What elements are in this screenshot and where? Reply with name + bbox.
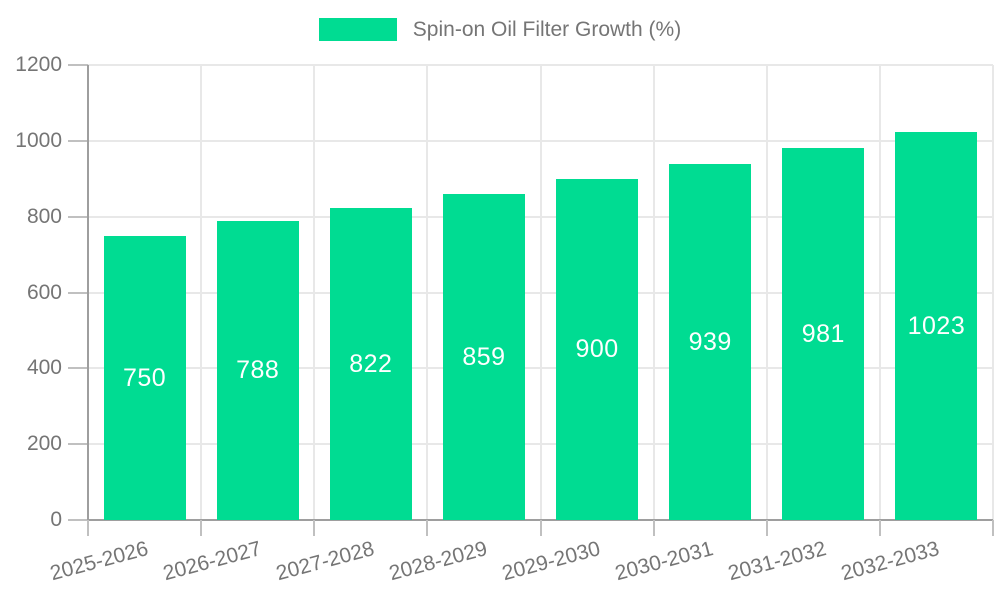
y-axis-tick-label: 400 (26, 356, 62, 380)
y-axis-tick (68, 291, 88, 294)
chart-legend[interactable]: Spin-on Oil Filter Growth (%) (0, 18, 1000, 41)
y-axis-tick-label: 800 (26, 204, 62, 228)
x-axis-tick (878, 520, 881, 536)
y-axis-line (87, 65, 89, 536)
bar[interactable]: 788 (216, 221, 299, 520)
y-axis-tick-label: 200 (26, 432, 62, 456)
bar-value-label: 788 (236, 356, 280, 384)
bar-value-label: 750 (122, 363, 167, 392)
legend-label: Spin-on Oil Filter Growth (%) (412, 18, 682, 41)
y-axis-tick (68, 443, 88, 446)
legend-swatch (318, 18, 397, 41)
gridline-vertical (992, 65, 994, 520)
x-axis-tick (992, 520, 994, 536)
x-axis-tick (426, 520, 429, 536)
bar[interactable]: 859 (442, 194, 525, 520)
x-axis-tick (765, 520, 768, 536)
y-axis-tick (68, 519, 88, 521)
bar-value-label: 900 (575, 335, 619, 363)
bar[interactable]: 750 (103, 236, 186, 520)
gridline-vertical (200, 65, 203, 520)
y-axis-tick (68, 64, 88, 66)
y-axis-tick (68, 367, 88, 370)
bar[interactable]: 822 (329, 208, 412, 520)
x-axis-tick (313, 520, 316, 536)
bar-value-label: 1023 (907, 311, 966, 340)
y-axis-tick (68, 139, 88, 142)
gridline-vertical (313, 65, 316, 520)
x-axis-tick (539, 520, 542, 536)
y-axis-tick-label: 1200 (15, 53, 62, 76)
bar-value-label: 822 (349, 349, 393, 378)
gridline-vertical (878, 65, 881, 520)
y-axis-tick-label: 600 (26, 280, 62, 304)
y-axis-tick-label: 0 (50, 508, 62, 531)
x-axis-tick (200, 520, 203, 536)
gridline-vertical (765, 65, 768, 520)
bar-value-label: 859 (462, 342, 506, 371)
bar[interactable]: 1023 (895, 132, 978, 520)
x-axis-tick (652, 520, 655, 536)
x-axis-tick (87, 520, 89, 536)
bar[interactable]: 981 (782, 148, 865, 520)
y-axis-tick-label: 1000 (15, 128, 62, 152)
bar[interactable]: 900 (556, 179, 639, 520)
gridline-vertical (539, 65, 542, 520)
gridline-vertical (652, 65, 655, 520)
y-axis-tick (68, 215, 88, 218)
bar-value-label: 939 (688, 327, 732, 356)
bar-value-label: 981 (801, 319, 845, 348)
gridline-vertical (426, 65, 429, 520)
bar[interactable]: 939 (669, 164, 752, 520)
